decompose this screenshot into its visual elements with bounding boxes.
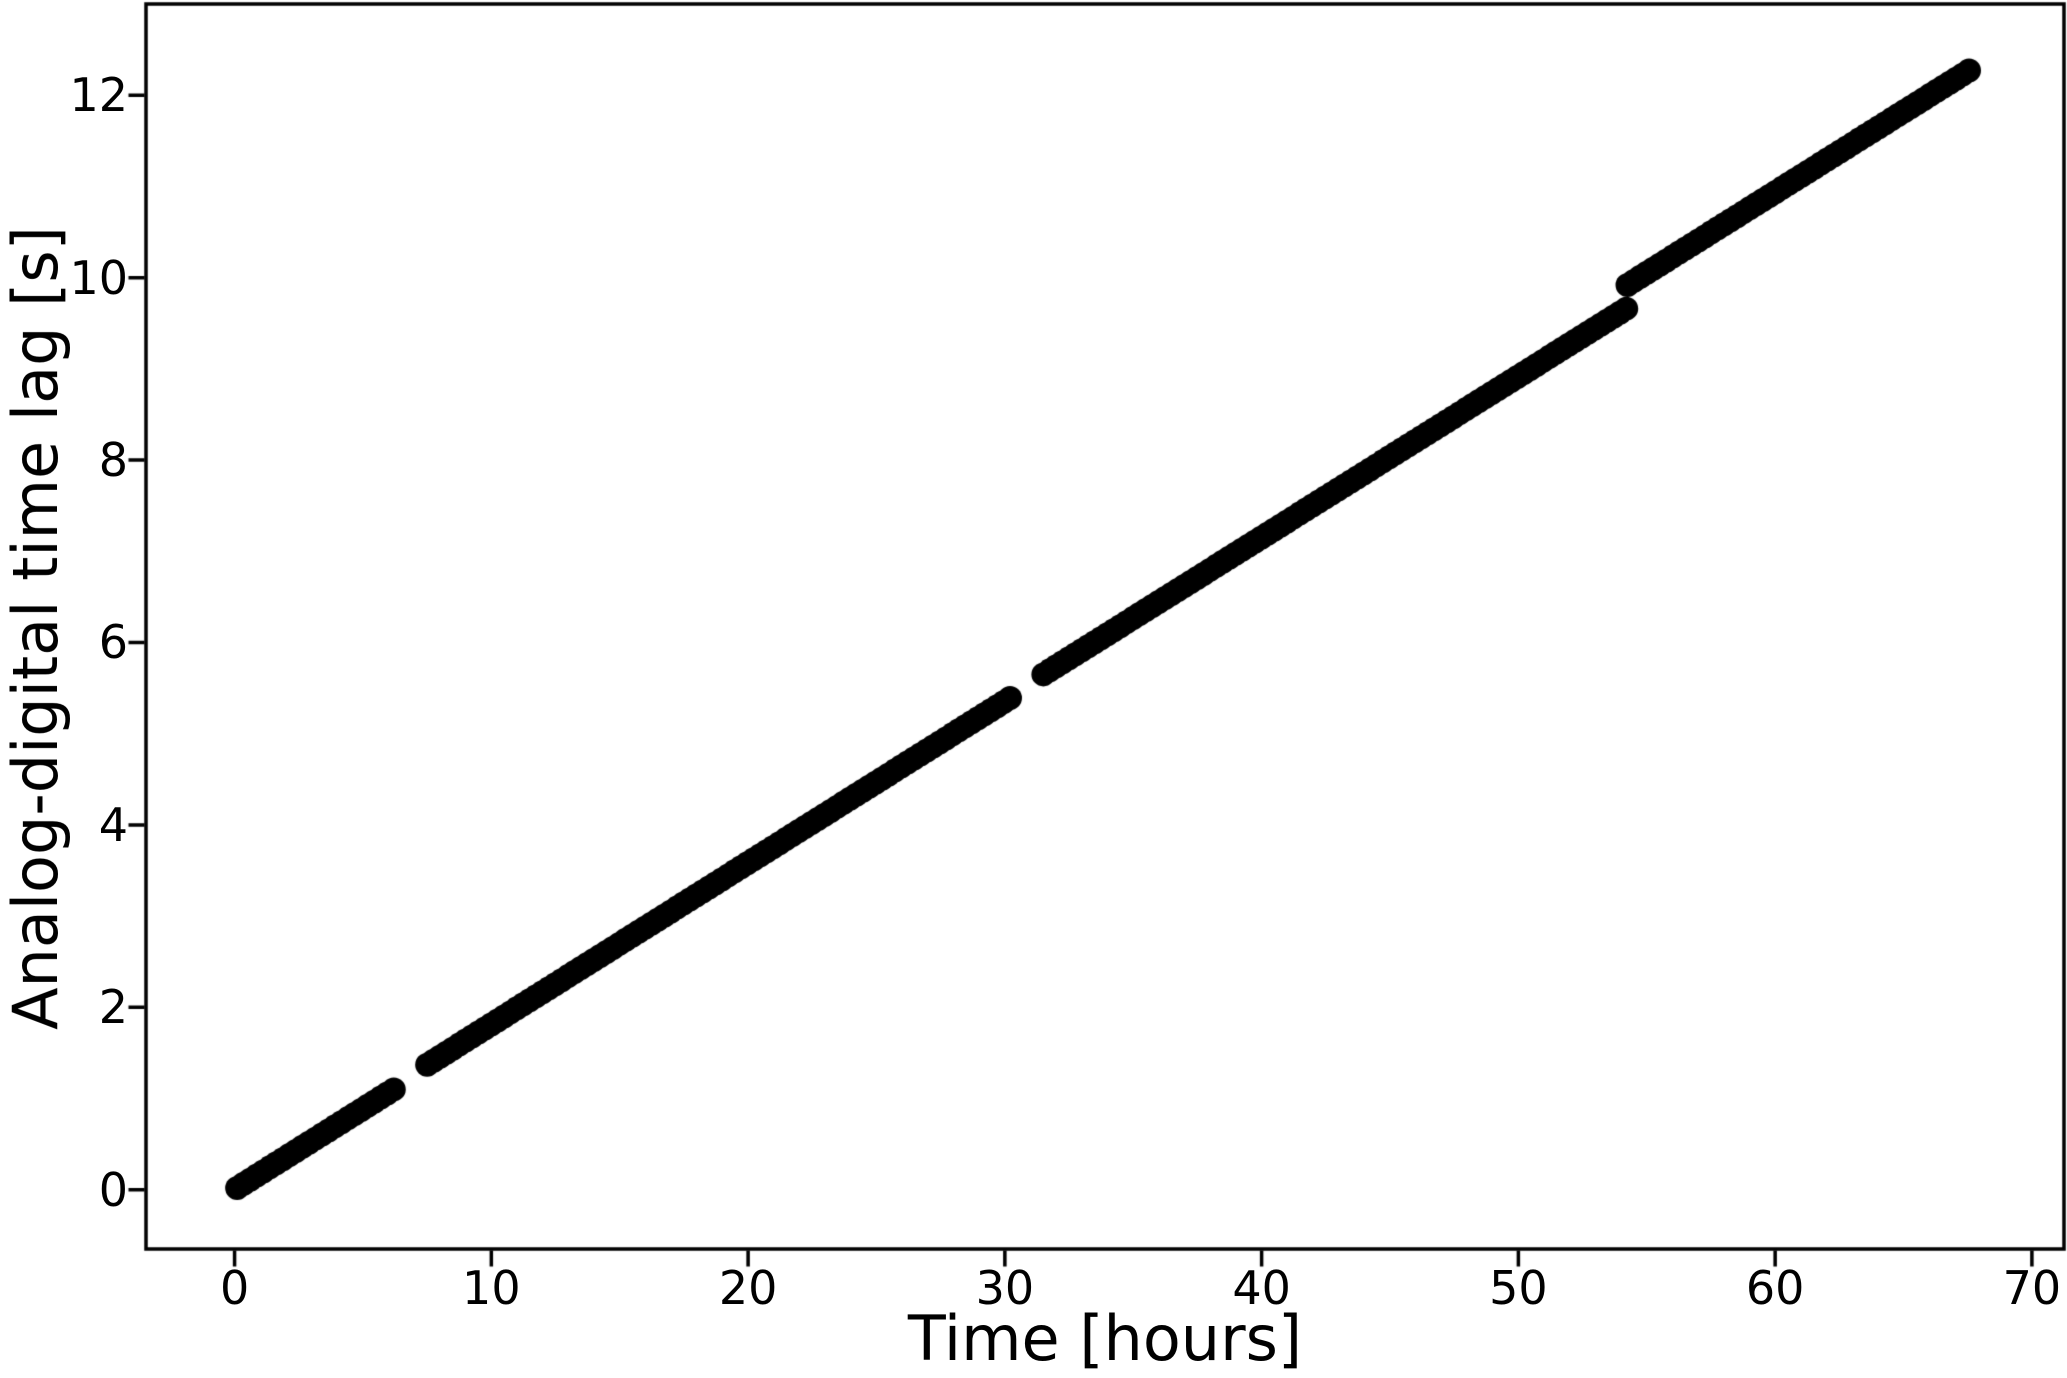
x-tick-label: 60 [1745,1261,1805,1315]
x-tick-label: 30 [975,1261,1035,1315]
y-tick-label: 12 [69,68,128,123]
x-tick-label: 70 [2002,1261,2062,1315]
x-tick-label: 50 [1489,1261,1548,1315]
x-axis-label: Time [hours] [907,1302,1303,1375]
y-tick-label: 10 [69,250,128,305]
y-tick-label: 0 [98,1162,128,1217]
y-tick-label: 6 [98,615,128,670]
y-tick-label: 2 [98,980,128,1035]
y-tick-label: 8 [98,433,128,488]
x-tick-label: 10 [462,1261,521,1315]
x-tick-label: 0 [219,1261,250,1315]
y-tick-label: 4 [98,797,128,852]
x-tick-label: 20 [718,1261,778,1315]
x-tick-label: 40 [1232,1261,1291,1315]
